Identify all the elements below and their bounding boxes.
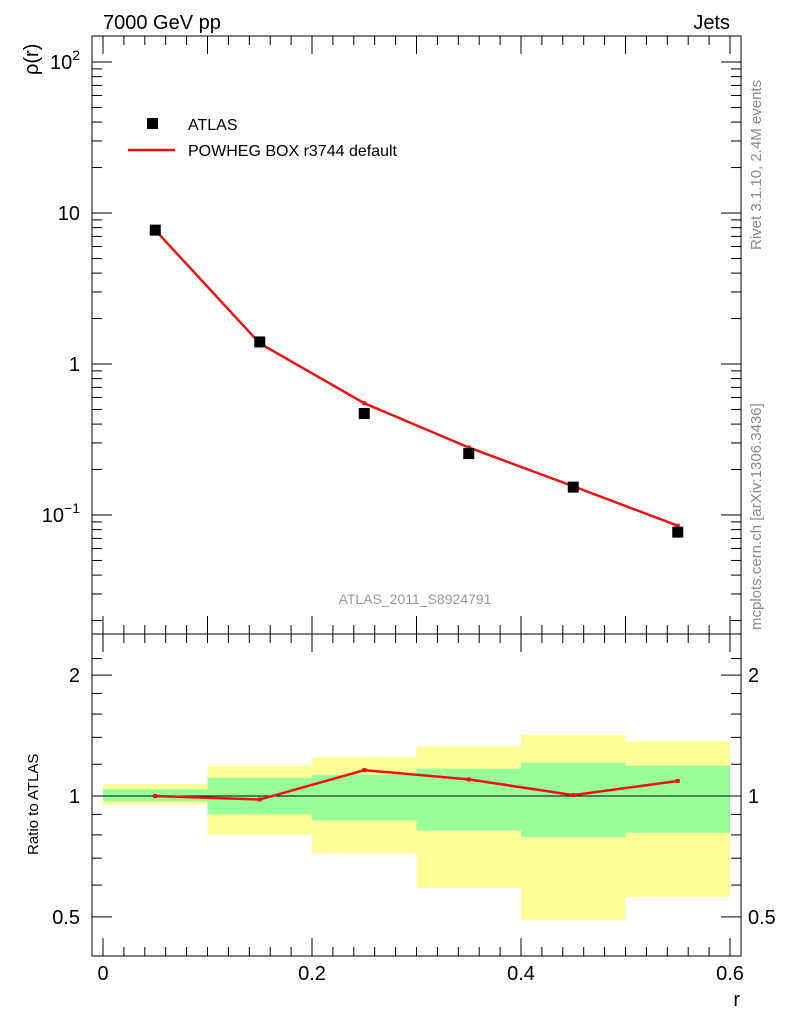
atlas-data-point (254, 336, 266, 348)
ratio-point (257, 797, 262, 802)
ratio-y-tick-label: 1 (69, 786, 80, 808)
mc-point (466, 445, 471, 450)
main-y-tick-label: 102 (50, 47, 80, 74)
ratio-mc-line (155, 768, 678, 801)
mcplots-label: mcplots.cern.ch [arXiv:1306.3436] (748, 403, 765, 630)
atlas-data-point (358, 408, 370, 420)
atlas-data-point (463, 448, 475, 460)
uncertainty-band-inner (521, 762, 626, 838)
legend: ATLAS POWHEG BOX r3744 default (128, 117, 398, 160)
rivet-version-label: Rivet 3.1.10, 2.4M events (748, 80, 765, 250)
ratio-y-tick-label: 2 (69, 665, 80, 687)
ratio-y-tick-label-right: 2 (748, 665, 759, 687)
legend-powheg-label: POWHEG BOX r3744 default (188, 143, 398, 160)
header-jets-label: Jets (693, 12, 730, 34)
ratio-point (362, 768, 367, 773)
x-tick-label: 0.4 (507, 963, 535, 985)
ratio-y-axis-label: Ratio to ATLAS (25, 754, 42, 855)
ratio-y-tick-label-right: 0.5 (748, 907, 776, 929)
x-tick-label: 0.2 (298, 963, 326, 985)
ratio-y-tick-label-right: 1 (748, 786, 759, 808)
mc-point (362, 401, 367, 406)
legend-atlas-label: ATLAS (188, 117, 238, 134)
main-plot-panel: 102 10 1 10−1 ρ(r) ATLAS_2011_S8924791 ATLA… (21, 35, 742, 635)
legend-atlas-marker (147, 118, 158, 129)
x-tick-label: 0.6 (716, 963, 744, 985)
uncertainty-band-inner (312, 774, 417, 821)
ratio-point (153, 794, 158, 798)
atlas-data-point (149, 224, 161, 236)
main-y-tick-label: 10−1 (42, 500, 80, 527)
header-energy-label: 7000 GeV pp (103, 12, 221, 34)
main-y-axis-label: ρ(r) (21, 44, 43, 75)
x-axis-label: r (733, 989, 740, 1011)
atlas-data-point (672, 526, 684, 538)
ratio-point (571, 793, 576, 798)
mc-point (675, 523, 680, 528)
atlas-data-point (567, 481, 579, 493)
main-y-tick-label: 10 (58, 203, 80, 225)
x-tick-label: 0 (97, 963, 108, 985)
watermark-label: ATLAS_2011_S8924791 (339, 591, 492, 607)
ratio-y-tick-label: 0.5 (52, 907, 80, 929)
ratio-plot-panel: 0.5 0.5 1 1 2 2 0 0.2 0.4 0.6 Ratio to ATLAS r (25, 633, 776, 1011)
uncertainty-band-inner (625, 765, 730, 833)
ratio-point (466, 777, 471, 782)
main-y-tick-label: 1 (69, 354, 80, 376)
mc-prediction-line (154, 229, 679, 527)
ratio-plot-frame (91, 633, 742, 957)
ratio-point (675, 778, 680, 783)
